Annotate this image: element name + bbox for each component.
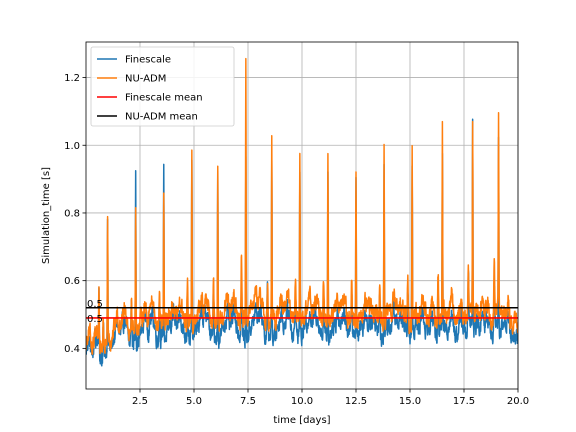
mean-value-label: 0.5 — [87, 299, 103, 310]
legend-entry: NU-ADM — [125, 74, 166, 85]
legend-entry: Finescale mean — [125, 93, 203, 104]
mean-lines — [86, 306, 518, 319]
series-line-nu-adm — [86, 57, 518, 355]
series-lines — [86, 57, 518, 367]
legend-frame — [90, 46, 235, 127]
legend-entry: NU-ADM mean — [125, 112, 198, 123]
y-tick-label: 1.2 — [64, 73, 80, 84]
y-tick-label: 1.0 — [64, 141, 80, 152]
x-tick-label: 2.5 — [132, 396, 148, 407]
x-tick-label: 17.5 — [453, 396, 475, 407]
mean-value-label: 0.5 — [87, 314, 103, 325]
x-tick-label: 12.5 — [345, 396, 367, 407]
x-tick-label: 5.0 — [186, 396, 202, 407]
mean-value-labels: 0.50.5 — [87, 299, 103, 325]
x-tick-label: 20.0 — [507, 396, 529, 407]
y-tick-label: 0.6 — [64, 276, 80, 287]
x-tick-label: 15.0 — [399, 396, 421, 407]
legend: Finescale NU-ADM Finescale mean NU-ADM mean — [90, 46, 235, 127]
x-tick-label: 10.0 — [291, 396, 313, 407]
y-axis-label: Simulation_time [s] — [41, 167, 52, 264]
legend-entry: Finescale — [125, 55, 171, 66]
y-axis-ticks: 0.4 0.6 0.8 1.0 1.2 — [64, 73, 86, 355]
series-line-finescale — [86, 118, 518, 367]
y-tick-label: 0.8 — [64, 208, 80, 219]
x-axis-label: time [days] — [273, 415, 330, 426]
x-axis-ticks: 2.5 5.0 7.5 10.0 12.5 15.0 17.5 20.0 — [132, 389, 529, 407]
x-tick-label: 7.5 — [240, 396, 256, 407]
y-tick-label: 0.4 — [64, 344, 80, 355]
